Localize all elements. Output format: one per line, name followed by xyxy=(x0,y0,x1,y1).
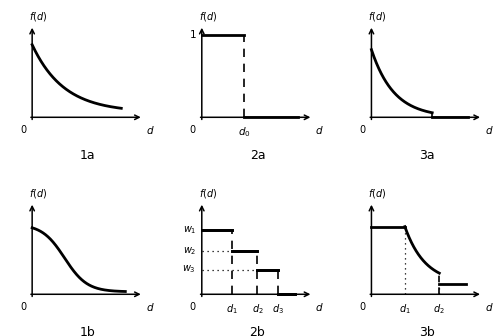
Text: $f(d)$: $f(d)$ xyxy=(199,187,217,200)
Text: 0: 0 xyxy=(359,125,366,135)
Text: $d$: $d$ xyxy=(485,124,494,136)
Text: $f(d)$: $f(d)$ xyxy=(29,10,48,23)
Text: $w_3$: $w_3$ xyxy=(182,264,196,276)
Text: 0: 0 xyxy=(20,125,26,135)
Text: $d_1$: $d_1$ xyxy=(399,302,411,316)
Text: 2b: 2b xyxy=(250,326,266,336)
Text: $d$: $d$ xyxy=(485,301,494,313)
Text: 0: 0 xyxy=(190,302,196,312)
Text: 1b: 1b xyxy=(80,326,96,336)
Text: 0: 0 xyxy=(359,302,366,312)
Text: $d$: $d$ xyxy=(146,301,154,313)
Text: $f(d)$: $f(d)$ xyxy=(368,10,386,23)
Text: 3b: 3b xyxy=(420,326,435,336)
Text: 1: 1 xyxy=(190,30,196,40)
Text: $w_1$: $w_1$ xyxy=(182,224,196,236)
Text: 0: 0 xyxy=(20,302,26,312)
Text: $d_0$: $d_0$ xyxy=(238,126,250,139)
Text: 1a: 1a xyxy=(80,149,96,162)
Text: 3a: 3a xyxy=(420,149,435,162)
Text: $w_2$: $w_2$ xyxy=(182,246,196,257)
Text: $d_1$: $d_1$ xyxy=(226,302,238,316)
Text: $d_3$: $d_3$ xyxy=(272,302,283,316)
Text: $d$: $d$ xyxy=(315,301,324,313)
Text: $d_2$: $d_2$ xyxy=(252,302,264,316)
Text: $d$: $d$ xyxy=(315,124,324,136)
Text: $d_2$: $d_2$ xyxy=(434,302,445,316)
Text: $f(d)$: $f(d)$ xyxy=(368,187,386,200)
Text: 2a: 2a xyxy=(250,149,266,162)
Text: $f(d)$: $f(d)$ xyxy=(199,10,217,23)
Text: 0: 0 xyxy=(190,125,196,135)
Text: $d$: $d$ xyxy=(146,124,154,136)
Text: $f(d)$: $f(d)$ xyxy=(29,187,48,200)
